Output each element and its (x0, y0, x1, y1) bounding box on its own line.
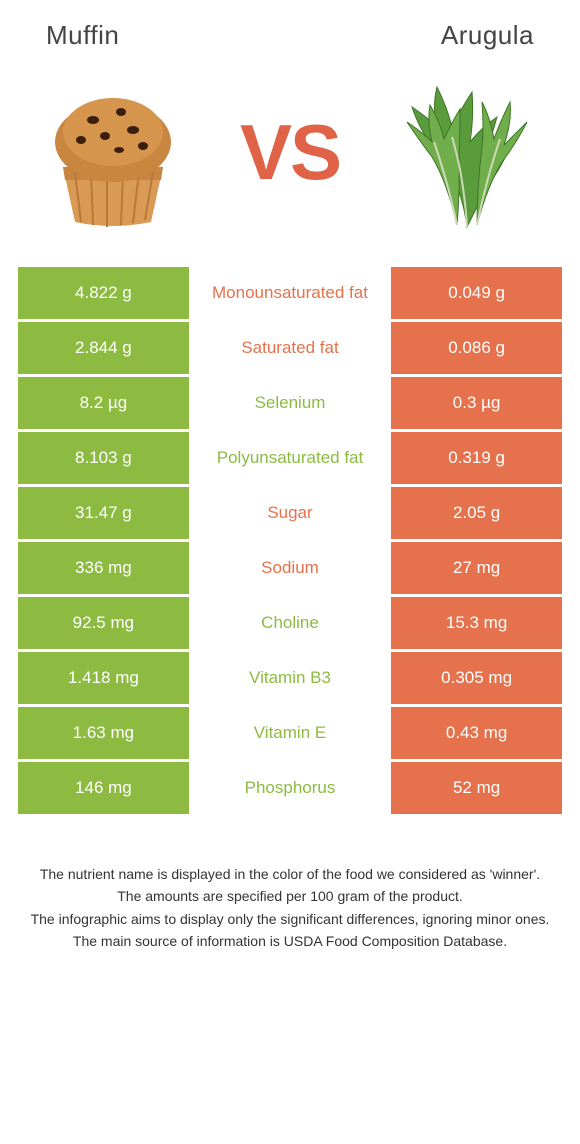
footnotes: The nutrient name is displayed in the co… (18, 864, 562, 951)
nutrient-label: Monounsaturated fat (192, 267, 388, 319)
nutrient-label: Choline (192, 597, 388, 649)
nutrient-label: Selenium (192, 377, 388, 429)
value-left: 1.63 mg (18, 707, 189, 759)
table-row: 1.63 mgVitamin E0.43 mg (18, 707, 562, 759)
table-row: 1.418 mgVitamin B30.305 mg (18, 652, 562, 704)
muffin-icon (28, 67, 198, 237)
table-row: 8.103 gPolyunsaturated fat0.319 g (18, 432, 562, 484)
value-left: 146 mg (18, 762, 189, 814)
table-row: 146 mgPhosphorus52 mg (18, 762, 562, 814)
table-row: 336 mgSodium27 mg (18, 542, 562, 594)
value-left: 8.103 g (18, 432, 189, 484)
value-right: 52 mg (391, 762, 562, 814)
nutrient-label: Sugar (192, 487, 388, 539)
value-right: 2.05 g (391, 487, 562, 539)
value-right: 27 mg (391, 542, 562, 594)
table-row: 2.844 gSaturated fat0.086 g (18, 322, 562, 374)
value-right: 0.086 g (391, 322, 562, 374)
footnote-line: The main source of information is USDA F… (24, 931, 556, 951)
table-row: 8.2 µgSelenium0.3 µg (18, 377, 562, 429)
table-row: 92.5 mgCholine15.3 mg (18, 597, 562, 649)
hero: VS (18, 67, 562, 257)
title-right: Arugula (441, 20, 534, 51)
value-right: 0.049 g (391, 267, 562, 319)
value-right: 0.3 µg (391, 377, 562, 429)
nutrient-label: Saturated fat (192, 322, 388, 374)
value-right: 15.3 mg (391, 597, 562, 649)
vs-label: VS (240, 107, 340, 198)
nutrient-label: Vitamin B3 (192, 652, 388, 704)
value-left: 31.47 g (18, 487, 189, 539)
value-left: 2.844 g (18, 322, 189, 374)
value-right: 0.305 mg (391, 652, 562, 704)
value-left: 336 mg (18, 542, 189, 594)
value-left: 8.2 µg (18, 377, 189, 429)
table-row: 31.47 gSugar2.05 g (18, 487, 562, 539)
title-left: Muffin (46, 20, 119, 51)
footnote-line: The nutrient name is displayed in the co… (24, 864, 556, 884)
value-left: 92.5 mg (18, 597, 189, 649)
header: Muffin Arugula (18, 20, 562, 51)
value-right: 0.319 g (391, 432, 562, 484)
nutrient-label: Sodium (192, 542, 388, 594)
value-left: 4.822 g (18, 267, 189, 319)
footnote-line: The amounts are specified per 100 gram o… (24, 886, 556, 906)
value-left: 1.418 mg (18, 652, 189, 704)
nutrient-label: Vitamin E (192, 707, 388, 759)
nutrient-table: 4.822 gMonounsaturated fat0.049 g2.844 g… (18, 267, 562, 814)
nutrient-label: Polyunsaturated fat (192, 432, 388, 484)
nutrient-label: Phosphorus (192, 762, 388, 814)
value-right: 0.43 mg (391, 707, 562, 759)
arugula-icon (382, 67, 552, 237)
footnote-line: The infographic aims to display only the… (24, 909, 556, 929)
table-row: 4.822 gMonounsaturated fat0.049 g (18, 267, 562, 319)
